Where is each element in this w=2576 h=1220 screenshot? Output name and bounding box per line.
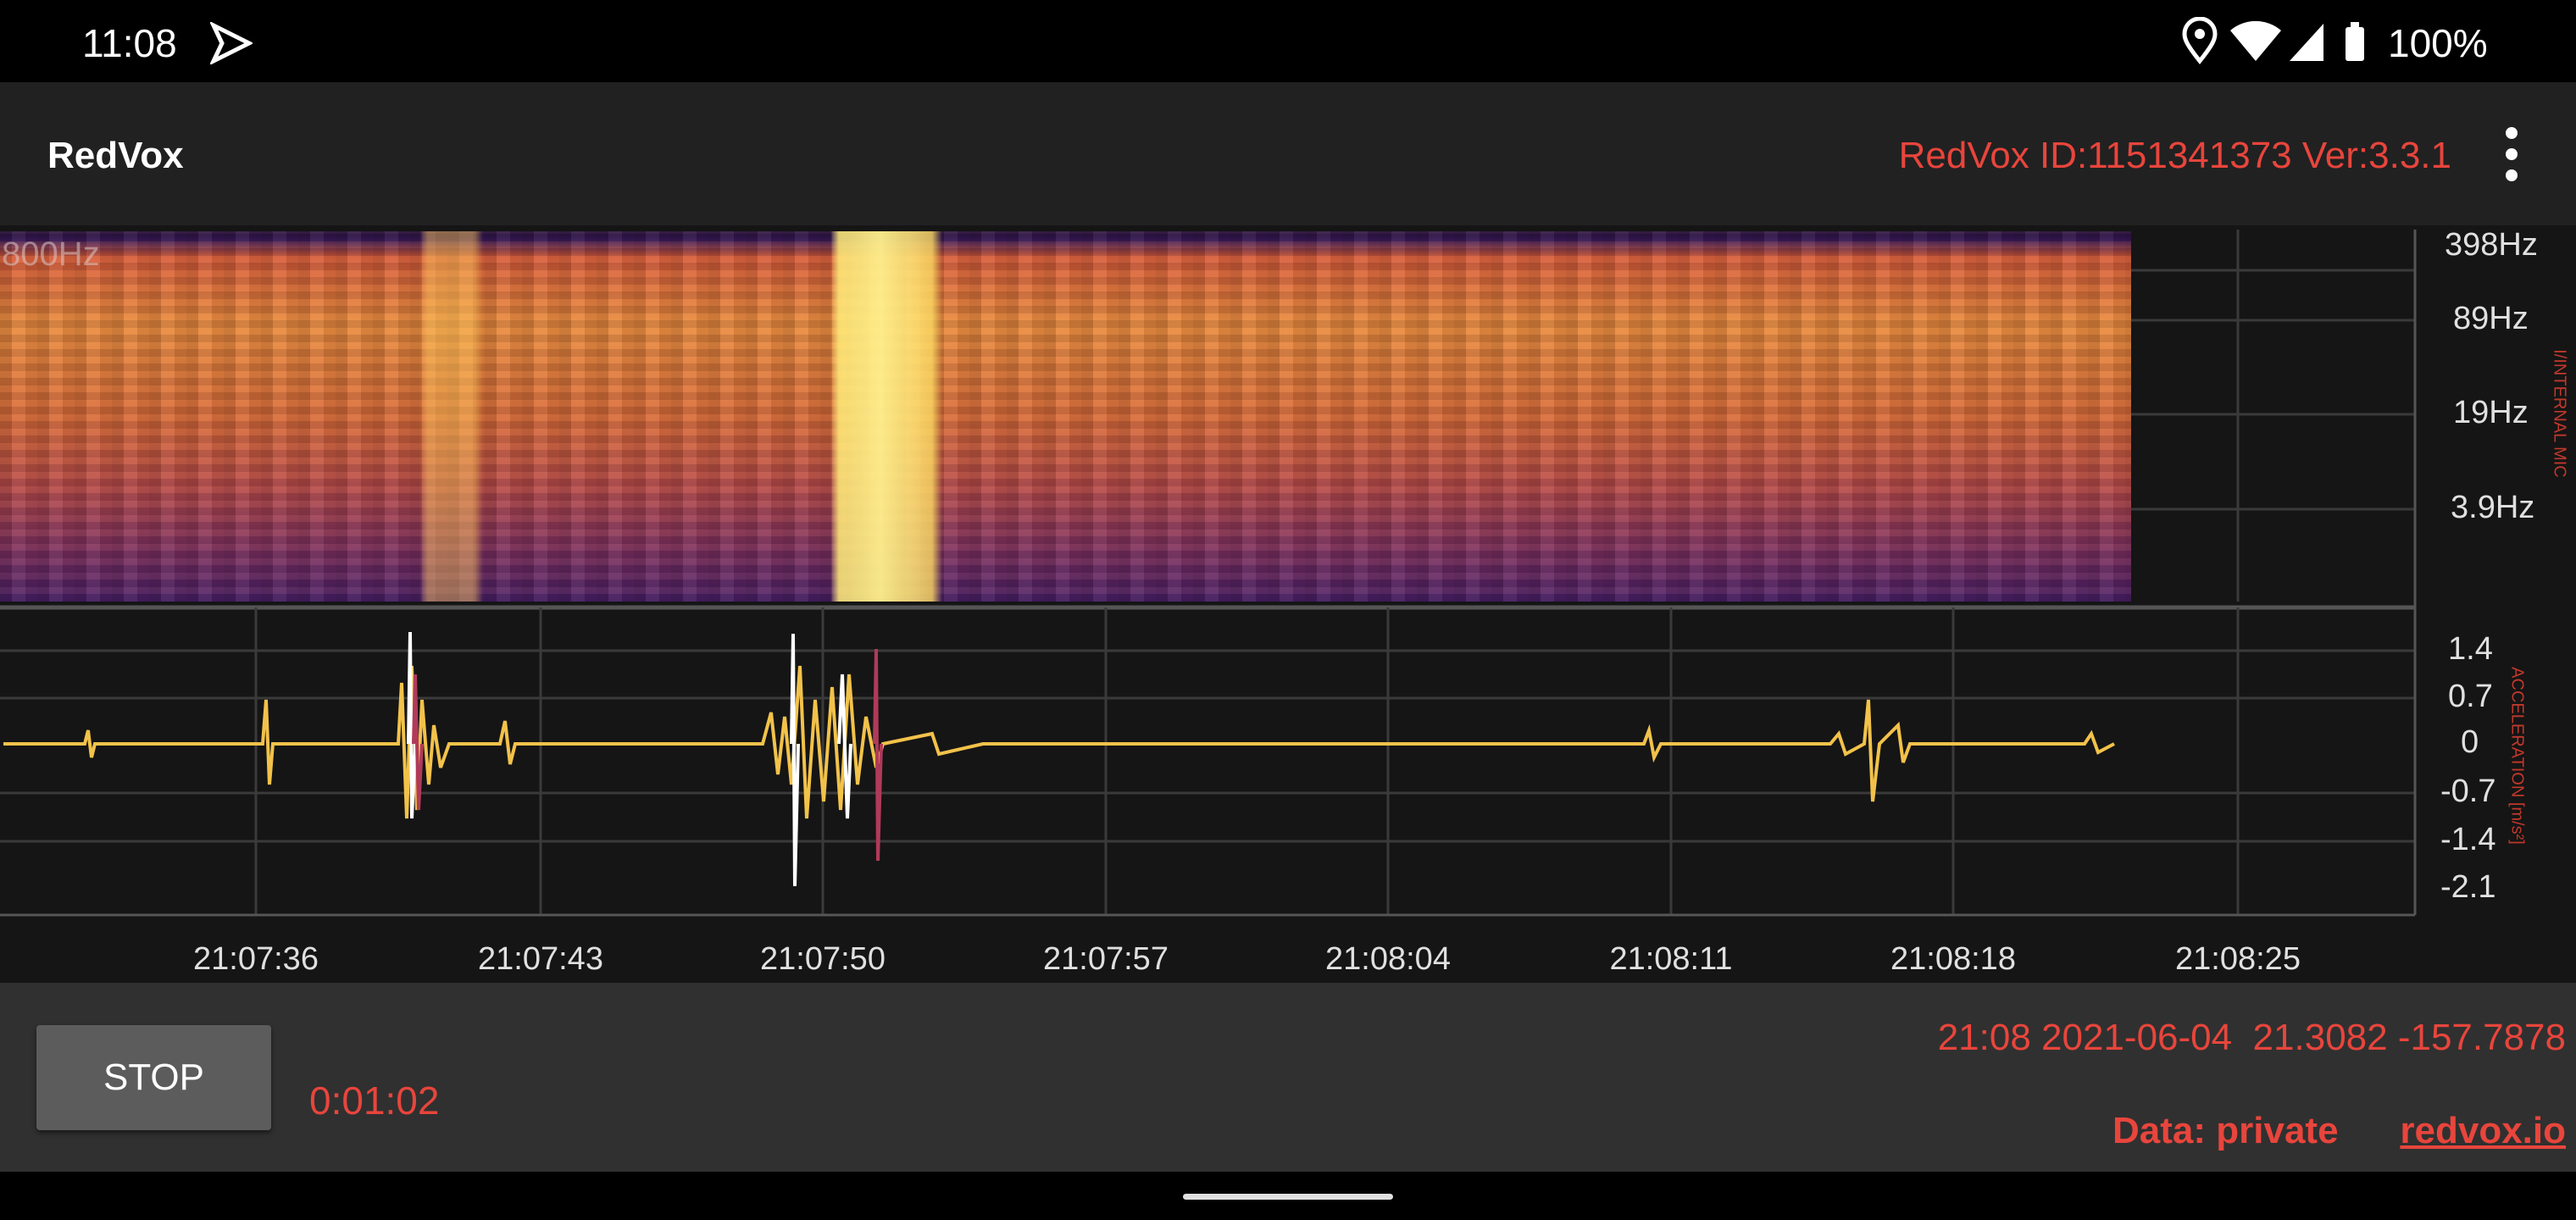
notification-icon	[210, 22, 253, 64]
y-label: 1.4	[2448, 631, 2493, 667]
footer-panel: STOP 0:01:02 21:08 2021-06-04 21.3082 -1…	[0, 983, 2576, 1172]
clock: 11:08	[82, 21, 177, 65]
overflow-menu[interactable]	[2495, 125, 2529, 184]
time-label: 21:07:36	[193, 941, 319, 977]
y-label: 398Hz	[2445, 227, 2538, 263]
app-bar: RedVox RedVox ID:1151341373 Ver:3.3.1	[0, 82, 2576, 225]
time-label: 21:07:50	[760, 941, 886, 977]
y-label: 19Hz	[2453, 395, 2529, 430]
time-label: 21:08:11	[1609, 941, 1732, 977]
app-title: RedVox	[47, 135, 184, 176]
y-label: 3.9Hz	[2451, 490, 2534, 525]
waveform-trace-2	[407, 631, 852, 887]
status-bar: 11:08 100%	[0, 0, 2576, 82]
battery-level: 100%	[2388, 21, 2488, 65]
time-label: 21:08:04	[1325, 941, 1451, 977]
elapsed-time: 0:01:02	[309, 1079, 440, 1123]
status-icons	[2182, 17, 2364, 65]
y-label: 0	[2461, 724, 2479, 760]
time-label: 21:07:57	[1043, 941, 1169, 977]
chart-area: 800Hz 398Hz 89Hz 19Hz 3.9Hz I/INTERNAL M…	[0, 225, 2576, 983]
spectrogram-y-labels: 398Hz 89Hz 19Hz 3.9Hz	[2445, 227, 2538, 525]
grid	[0, 230, 2417, 917]
device-info: RedVox ID:1151341373 Ver:3.3.1	[1898, 135, 2451, 176]
y-label: -0.7	[2440, 774, 2496, 809]
time-axis: 21:07:36 21:07:43 21:07:50 21:07:57 21:0…	[193, 941, 2301, 977]
chart-axes: 398Hz 89Hz 19Hz 3.9Hz I/INTERNAL MIC 1.4…	[0, 227, 2569, 977]
waveform-trace-3	[412, 648, 883, 862]
stop-button[interactable]: STOP	[36, 1025, 271, 1130]
waveform-side-label: ACCELERATION [m/s²]	[2508, 667, 2527, 845]
y-label: -2.1	[2440, 869, 2496, 905]
privacy-status: Data: private	[2112, 1110, 2339, 1151]
website-link[interactable]: redvox.io	[2400, 1110, 2566, 1151]
time-label: 21:08:25	[2175, 941, 2301, 977]
navigation-bar	[0, 1172, 2576, 1220]
y-label: 89Hz	[2453, 301, 2529, 336]
waveform-trace	[3, 665, 2115, 819]
y-label: 0.7	[2448, 679, 2493, 714]
timestamp-location: 21:08 2021-06-04 21.3082 -157.7878	[1937, 1017, 2566, 1058]
home-indicator[interactable]	[1183, 1194, 1393, 1200]
y-label: -1.4	[2440, 822, 2496, 857]
time-label: 21:08:18	[1890, 941, 2016, 977]
spectrogram-side-label: I/INTERNAL MIC	[2551, 349, 2569, 478]
waveform-y-labels: 1.4 0.7 0 -0.7 -1.4 -2.1	[2440, 631, 2496, 905]
spectrogram	[0, 231, 2131, 602]
time-label: 21:07:43	[478, 941, 603, 977]
spectrogram-overlay-label: 800Hz	[2, 236, 100, 273]
